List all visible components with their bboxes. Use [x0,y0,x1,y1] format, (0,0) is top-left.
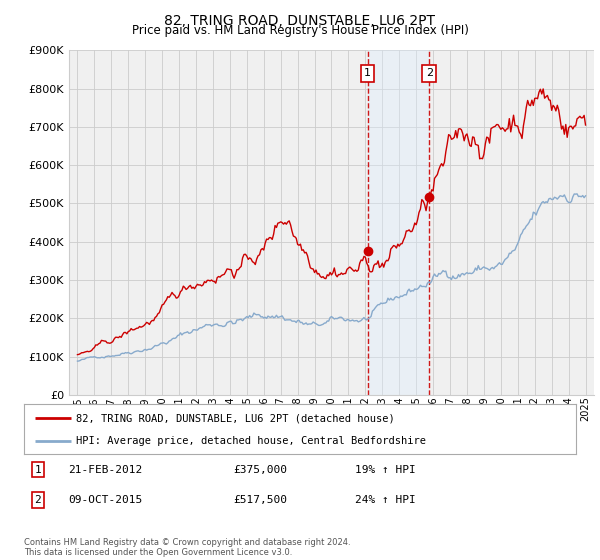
Text: HPI: Average price, detached house, Central Bedfordshire: HPI: Average price, detached house, Cent… [76,436,427,446]
Text: £375,000: £375,000 [234,465,288,475]
Text: 82, TRING ROAD, DUNSTABLE, LU6 2PT: 82, TRING ROAD, DUNSTABLE, LU6 2PT [164,14,436,28]
Text: 19% ↑ HPI: 19% ↑ HPI [355,465,416,475]
Text: 2: 2 [425,68,433,78]
Text: 82, TRING ROAD, DUNSTABLE, LU6 2PT (detached house): 82, TRING ROAD, DUNSTABLE, LU6 2PT (deta… [76,413,395,423]
Text: 24% ↑ HPI: 24% ↑ HPI [355,495,416,505]
Text: 1: 1 [364,68,371,78]
Text: Contains HM Land Registry data © Crown copyright and database right 2024.
This d: Contains HM Land Registry data © Crown c… [24,538,350,557]
Bar [368,50,429,395]
Text: 1: 1 [34,465,41,475]
Text: 2: 2 [34,495,41,505]
Text: 21-FEB-2012: 21-FEB-2012 [68,465,142,475]
Text: £517,500: £517,500 [234,495,288,505]
Text: 09-OCT-2015: 09-OCT-2015 [68,495,142,505]
Text: Price paid vs. HM Land Registry's House Price Index (HPI): Price paid vs. HM Land Registry's House … [131,24,469,37]
